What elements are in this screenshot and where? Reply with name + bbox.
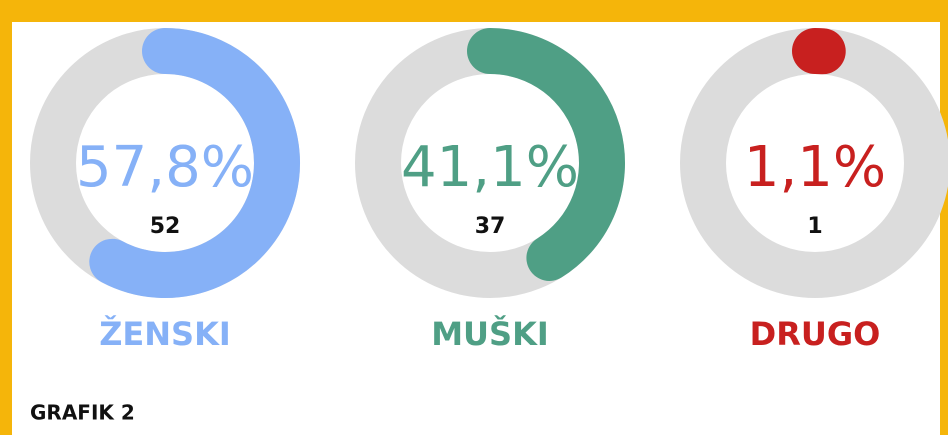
category-label: DRUGO bbox=[750, 315, 881, 353]
count-label: 37 bbox=[475, 214, 506, 239]
count-label: 1 bbox=[807, 214, 822, 239]
category-label: MUŠKI bbox=[431, 314, 549, 353]
percent-label: 57,8% bbox=[76, 135, 254, 200]
gauge-arc bbox=[89, 28, 300, 298]
panel bbox=[12, 22, 940, 435]
category-label: ŽENSKI bbox=[99, 315, 231, 353]
count-label: 52 bbox=[150, 214, 181, 239]
percent-label: 41,1% bbox=[401, 135, 579, 200]
gauge-arc bbox=[467, 28, 625, 281]
percent-label: 1,1% bbox=[744, 135, 886, 200]
footer-label: GRAFIK 2 bbox=[30, 401, 135, 425]
